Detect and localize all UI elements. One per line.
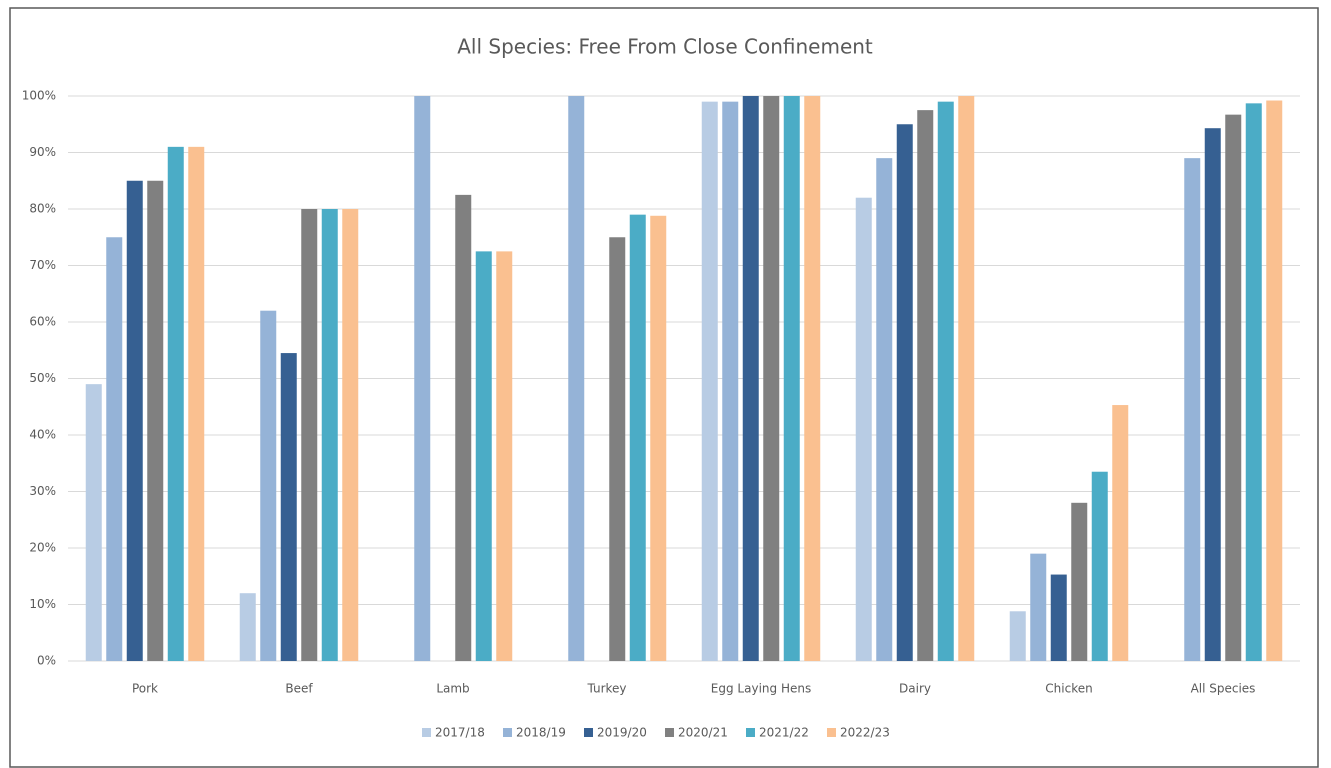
bar [260,310,277,661]
bar [301,209,318,661]
y-tick-label: 70% [29,258,56,272]
bar [1266,100,1283,661]
bar [917,110,934,661]
x-tick-label: Turkey [586,682,626,696]
bar [629,214,646,661]
bar [342,209,359,661]
x-tick-label: Lamb [436,682,469,696]
y-tick-label: 50% [29,371,56,385]
bar [1245,103,1262,662]
bar [896,124,913,661]
legend-label: 2021/22 [759,726,809,740]
chart-title: All Species: Free From Close Confinement [457,35,873,59]
bar [280,353,297,661]
bar [1204,128,1221,661]
bar [876,158,893,661]
bar [1091,471,1108,661]
bar [958,96,975,661]
bar [1225,114,1242,661]
bar [722,101,739,661]
bar [783,96,800,661]
bar [701,101,718,661]
bar [1009,611,1026,661]
bar [742,96,759,661]
x-tick-label: Beef [285,682,313,696]
legend-swatch [422,728,431,737]
y-tick-label: 0% [37,654,56,668]
legend-label: 2022/23 [840,726,890,740]
x-tick-label: Egg Laying Hens [711,682,811,696]
bar [239,593,256,661]
legend-swatch [746,728,755,737]
bar [1030,553,1047,661]
legend-label: 2020/21 [678,726,728,740]
bar [855,197,872,661]
bar [763,96,780,661]
legend-label: 2019/20 [597,726,647,740]
y-tick-label: 10% [29,597,56,611]
y-tick-label: 30% [29,484,56,498]
x-tick-label: Dairy [899,682,931,696]
x-tick-label: Chicken [1045,682,1092,696]
legend-swatch [827,728,836,737]
y-tick-label: 100% [22,89,56,103]
bar [414,96,431,661]
bar [1071,502,1088,661]
bar [937,101,954,661]
bar [455,194,472,661]
bar [804,96,821,661]
x-tick-label: Pork [132,682,158,696]
y-tick-label: 40% [29,428,56,442]
y-tick-label: 20% [29,541,56,555]
bar [188,146,205,662]
legend-label: 2018/19 [516,726,566,740]
bar [106,237,123,661]
bar [1112,405,1129,661]
bar [126,180,143,661]
bar [1050,574,1067,661]
bar [496,251,513,661]
bar [650,215,667,661]
y-tick-label: 80% [29,202,56,216]
legend-swatch [584,728,593,737]
bar [609,237,626,661]
y-tick-label: 90% [29,145,56,159]
legend-label: 2017/18 [435,726,485,740]
x-tick-label: All Species [1191,682,1256,696]
bar [475,251,492,661]
bar [147,180,164,661]
bar [167,146,184,662]
bar [85,384,102,661]
bar [321,209,338,661]
bar [568,96,585,661]
bar [1184,158,1201,661]
y-tick-label: 60% [29,315,56,329]
legend-swatch [665,728,674,737]
legend-swatch [503,728,512,737]
